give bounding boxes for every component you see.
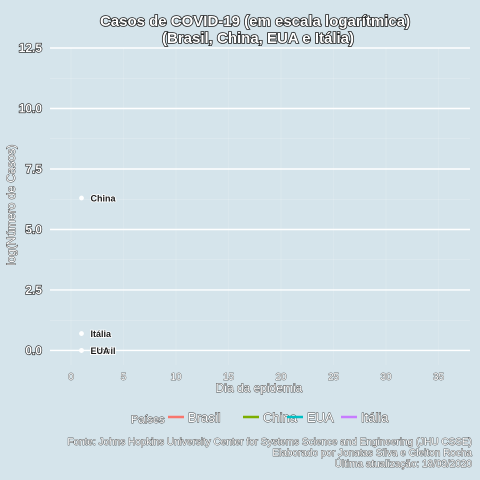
caption-update: Última atualização: 18/03/2020 (335, 457, 473, 470)
x-tick-label: 5 (121, 372, 127, 383)
point-label-brasil: Brasil (91, 346, 116, 356)
legend: Países Brasil China EUA Itália (131, 410, 390, 427)
legend-title: Países (131, 414, 165, 426)
legend-item-eua: EUA (307, 410, 334, 425)
point-label-china: China (91, 194, 117, 204)
caption-authors: Elaborado por Jonatas Silva e Gleiton Ro… (272, 448, 472, 459)
caption-source: Fonte: Johns Hopkins University Center f… (67, 437, 472, 448)
y-axis-ticks: 0.0 2.5 5.0 7.5 10.0 12.5 (18, 40, 43, 358)
x-tick-label: 15 (223, 372, 235, 383)
y-tick-label: 7.5 (25, 162, 42, 176)
legend-item-china: China (263, 410, 298, 425)
x-tick-label: 10 (170, 372, 182, 383)
x-tick-label: 25 (328, 372, 340, 383)
data-point-itália (79, 331, 84, 336)
y-tick-label: 12.5 (19, 41, 43, 55)
chart-title: Casos de COVID-19 (em escala logarítmica… (100, 13, 410, 30)
x-axis-label: Dia da epidemia (216, 381, 303, 395)
x-tick-label: 35 (433, 372, 445, 383)
x-axis-ticks: 0 5 10 15 20 25 30 35 (68, 372, 445, 384)
chart-subtitle: (Brasil, China, EUA e Itália) (162, 30, 354, 47)
y-tick-label: 0.0 (25, 343, 42, 357)
legend-item-brasil: Brasil (188, 410, 221, 425)
point-label-eua: EUA (91, 346, 111, 356)
legend-item-itália: Itália (361, 410, 389, 425)
x-tick-label: 0 (68, 372, 74, 383)
x-tick-label: 20 (275, 372, 287, 383)
data-points: Brasil China EUA Itália (79, 193, 117, 357)
y-tick-label: 5.0 (25, 222, 42, 236)
data-point-china (79, 195, 84, 201)
y-axis-label: log(Número de Casos) (4, 145, 18, 266)
x-tick-label: 30 (380, 372, 392, 383)
y-tick-label: 10.0 (19, 101, 43, 115)
grid-lines (50, 47, 470, 365)
data-point-eua (79, 348, 84, 353)
point-label-itália: Itália (91, 329, 113, 339)
y-tick-label: 2.5 (25, 283, 42, 297)
